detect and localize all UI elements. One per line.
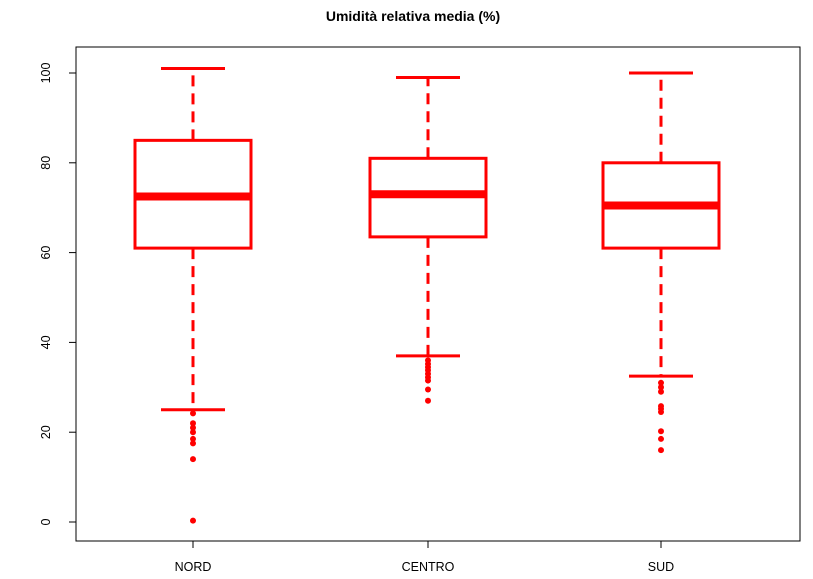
box-group-nord [133, 67, 253, 524]
y-tick-label: 0 [39, 518, 53, 525]
y-axis: 0 20 40 60 80 100 [39, 63, 76, 525]
outlier-point [190, 517, 196, 524]
outlier-point [658, 388, 664, 395]
y-tick-label: 80 [39, 156, 53, 170]
x-tick-label: CENTRO [402, 560, 455, 574]
outlier-point [190, 456, 196, 463]
x-tick-label: NORD [175, 560, 212, 574]
outlier-point [190, 429, 196, 436]
y-tick-label: 60 [39, 246, 53, 260]
outlier-point [425, 377, 431, 384]
y-tick-label: 40 [39, 335, 53, 349]
y-tick-label: 20 [39, 425, 53, 439]
outlier-point [658, 428, 664, 435]
y-tick-label: 100 [39, 63, 53, 84]
plot-frame [75, 46, 801, 542]
outlier-point [658, 408, 664, 415]
outlier-point [658, 384, 664, 391]
box-group-sud [601, 71, 721, 454]
x-tick-label: SUD [648, 560, 674, 574]
outlier-point [190, 424, 196, 431]
outlier-point [190, 440, 196, 447]
outlier-point [190, 435, 196, 442]
outlier-point [658, 379, 664, 386]
box-group-centro [368, 75, 488, 404]
outlier-point [425, 386, 431, 393]
outlier-point [190, 420, 196, 427]
x-axis: NORD CENTRO SUD [175, 541, 674, 574]
chart-title: Umidità relativa media (%) [326, 8, 500, 24]
outlier-point [658, 447, 664, 454]
outlier-point [658, 435, 664, 442]
boxes [133, 67, 721, 524]
outlier-point [425, 397, 431, 404]
outlier-point [190, 410, 196, 417]
